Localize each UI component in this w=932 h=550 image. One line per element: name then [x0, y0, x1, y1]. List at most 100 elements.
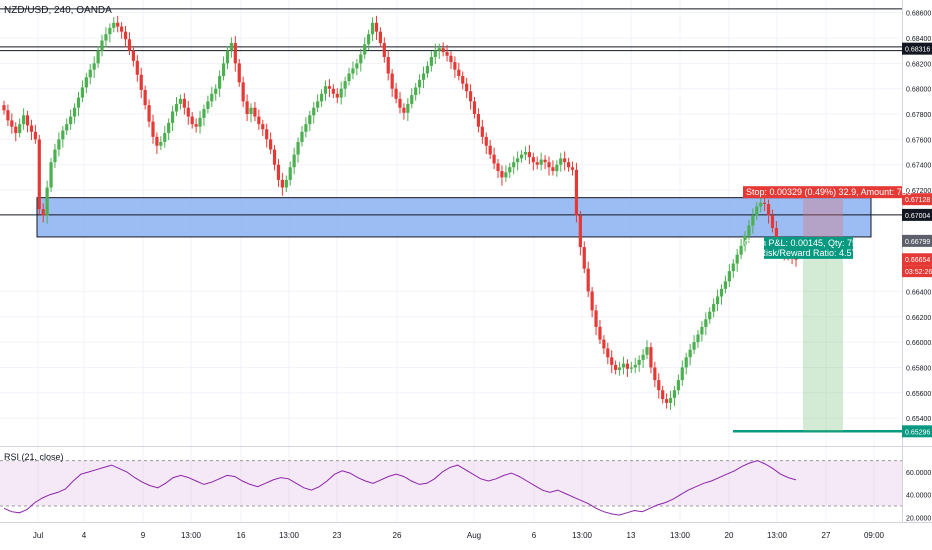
candle-body — [519, 154, 524, 159]
candle-body — [343, 81, 347, 89]
risk-box[interactable] — [803, 199, 843, 241]
candle-body — [151, 121, 155, 137]
candle-body — [174, 103, 179, 112]
candle-body — [186, 107, 190, 117]
candle-body — [241, 82, 245, 102]
candle-body — [445, 51, 449, 56]
symbol-title[interactable]: NZD/USD, 240, OANDA — [4, 5, 112, 16]
candle-body — [398, 98, 402, 108]
candle-body — [472, 101, 477, 115]
candle-body — [163, 133, 167, 142]
candle-body — [382, 43, 386, 58]
candle-body — [488, 145, 492, 155]
reward-box[interactable] — [803, 240, 843, 432]
price-axis[interactable]: 0.68600 0.68400 0.68200 0.68000 0.67800 0.676… — [902, 0, 932, 522]
candle-body — [131, 50, 135, 61]
price-tick-label: 0.67200 — [906, 188, 931, 195]
horizontal-lines[interactable] — [0, 8, 902, 433]
candle-body — [543, 159, 547, 163]
candle-body — [29, 125, 34, 132]
candle-body — [723, 281, 728, 289]
candle-body — [351, 68, 355, 74]
candle-body — [492, 154, 496, 164]
candle-body — [288, 167, 292, 180]
candle-body — [359, 54, 363, 64]
candle-body — [621, 363, 626, 368]
candle-body — [300, 131, 304, 142]
candle-body — [245, 101, 249, 115]
candle-body — [127, 39, 132, 51]
candle-body — [319, 93, 324, 102]
candle-body — [41, 209, 45, 216]
candle-body — [684, 357, 688, 368]
candle-body — [747, 225, 751, 236]
risk-reward-label: Risk/Reward Ratio: 4.57 — [759, 248, 856, 258]
candle-body — [496, 163, 500, 172]
candle-body — [504, 172, 508, 178]
candle-body — [347, 73, 351, 82]
support-zone[interactable] — [36, 197, 872, 238]
time-tick-label: 13:00 — [572, 531, 593, 540]
candle-body — [704, 319, 708, 327]
candle-body — [727, 271, 731, 282]
candle-body — [661, 390, 665, 400]
candle-body — [539, 159, 543, 165]
candle-body — [367, 34, 371, 45]
pnl-label-bg — [764, 236, 853, 259]
candle-body — [18, 124, 22, 134]
candle-body — [751, 215, 755, 226]
price-label-bg — [902, 208, 932, 221]
candle-body — [45, 187, 49, 216]
price-label: 0.67004 — [905, 213, 930, 220]
candle-body — [49, 162, 53, 188]
candle-body — [586, 268, 590, 292]
price-tick-label: 0.68200 — [906, 61, 931, 68]
rsi-line — [3, 460, 797, 516]
candle-body — [123, 31, 128, 40]
candle-body — [759, 202, 763, 207]
candle-body — [194, 124, 198, 127]
candle-body — [237, 63, 241, 83]
rsi-pane — [0, 446, 932, 516]
candle-body — [692, 342, 696, 350]
price-label: 0.65296 — [905, 429, 930, 436]
candle-body — [76, 97, 81, 108]
candle-body — [143, 89, 147, 106]
candle-body — [92, 63, 96, 70]
candle-body — [355, 63, 359, 69]
candle-body — [653, 367, 657, 381]
candle-body — [112, 22, 116, 28]
position-labels[interactable]: Stop: 0.00329 (0.49%) 32.9, Amount: 750 … — [743, 186, 912, 259]
candle-body — [633, 364, 637, 368]
candle-body — [739, 245, 743, 255]
candle-body — [214, 88, 218, 94]
price-tick-label: 0.67800 — [906, 112, 931, 119]
candle-body — [269, 139, 273, 150]
candle-body — [363, 44, 367, 55]
time-tick-label: 26 — [393, 531, 402, 540]
time-tick-label: 13:00 — [767, 531, 788, 540]
stop-label: Stop: 0.00329 (0.49%) 32.9, Amount: 750 — [746, 187, 912, 197]
candle-body — [606, 348, 610, 358]
candles — [2, 15, 798, 410]
time-tick-label: 20 — [725, 531, 734, 540]
candle-body — [265, 129, 269, 140]
candle-body — [421, 73, 426, 80]
price-tick-label: 0.65800 — [906, 365, 931, 372]
price-label: 03:52:26 — [905, 269, 932, 276]
price-label-bg — [902, 42, 932, 55]
candle-body — [433, 50, 437, 58]
candle-body — [555, 164, 559, 172]
candle-body — [574, 169, 579, 216]
price-tick-label: 0.67600 — [906, 137, 931, 144]
candle-body — [198, 117, 202, 127]
candle-body — [284, 179, 288, 188]
candle-body — [304, 124, 308, 132]
price-tick-label: 0.65400 — [906, 416, 931, 423]
time-axis[interactable]: Jul 4 9 13:00 16 13:00 23 26 Aug 6 13:00 13 13:00 20 1… — [0, 522, 932, 541]
rsi-title[interactable]: RSI (21, close) — [4, 452, 64, 462]
candle-body — [104, 34, 108, 41]
candle-body — [296, 141, 300, 155]
candle-body — [25, 115, 30, 126]
